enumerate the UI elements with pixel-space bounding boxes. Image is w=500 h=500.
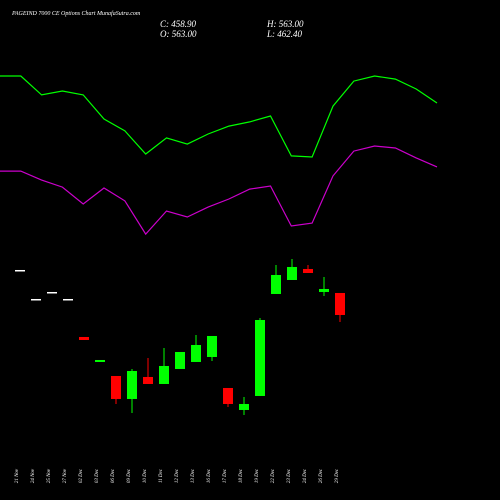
x-tick-label: 09 Dec	[127, 468, 132, 483]
x-tick-label: 03 Dec	[95, 468, 100, 483]
x-tick-label: 02 Dec	[79, 468, 84, 483]
candle-body	[47, 291, 57, 294]
x-tick-label: 26 Dec	[319, 468, 324, 483]
open-label: O: 563.00	[160, 29, 197, 39]
candle-body	[159, 365, 169, 384]
candle-body	[223, 387, 233, 404]
chart-title: PAGEIND 7000 CE Options Chart MunafaSutr…	[11, 10, 141, 17]
x-tick-label: 24 Nov	[31, 468, 36, 483]
low-label: L: 462.40	[266, 29, 303, 39]
candle-body	[207, 335, 217, 357]
candle-body	[319, 288, 329, 292]
candle-body	[111, 375, 121, 399]
x-tick-label: 27 Nov	[63, 468, 68, 483]
close-label: C: 458.90	[160, 19, 197, 29]
x-tick-label: 17 Dec	[223, 468, 228, 483]
x-tick-label: 19 Dec	[255, 468, 260, 483]
x-tick-label: 10 Dec	[143, 468, 148, 483]
candle-body	[127, 370, 137, 399]
candle-body	[143, 376, 153, 384]
candle-body	[271, 274, 281, 294]
indicator-line	[0, 145, 438, 236]
x-tick-label: 21 Nov	[15, 468, 20, 483]
candle-body	[31, 298, 41, 301]
candle-body	[175, 351, 185, 369]
candle-body	[335, 292, 345, 315]
x-tick-label: 11 Dec	[159, 468, 164, 483]
indicator-line	[0, 75, 438, 158]
x-tick-label: 12 Dec	[175, 468, 180, 483]
candle-body	[239, 403, 249, 410]
candle-body	[15, 269, 25, 272]
candle-body	[79, 336, 89, 340]
x-tick-label: 23 Dec	[287, 468, 292, 483]
x-tick-label: 24 Dec	[303, 468, 308, 483]
high-label: H: 563.00	[266, 19, 304, 29]
candle-body	[287, 266, 297, 280]
x-tick-label: 06 Dec	[111, 468, 116, 483]
candle-body	[95, 359, 105, 362]
x-tick-label: 25 Nov	[47, 468, 52, 483]
candle-body	[303, 268, 313, 273]
x-tick-label: 29 Dec	[335, 468, 340, 483]
x-tick-label: 22 Dec	[271, 468, 276, 483]
x-tick-label: 18 Dec	[239, 468, 244, 483]
x-tick-label: 13 Dec	[191, 468, 196, 483]
candle-body	[255, 319, 265, 396]
candle-body	[63, 298, 73, 301]
x-tick-label: 16 Dec	[207, 468, 212, 483]
candle-body	[191, 344, 201, 362]
